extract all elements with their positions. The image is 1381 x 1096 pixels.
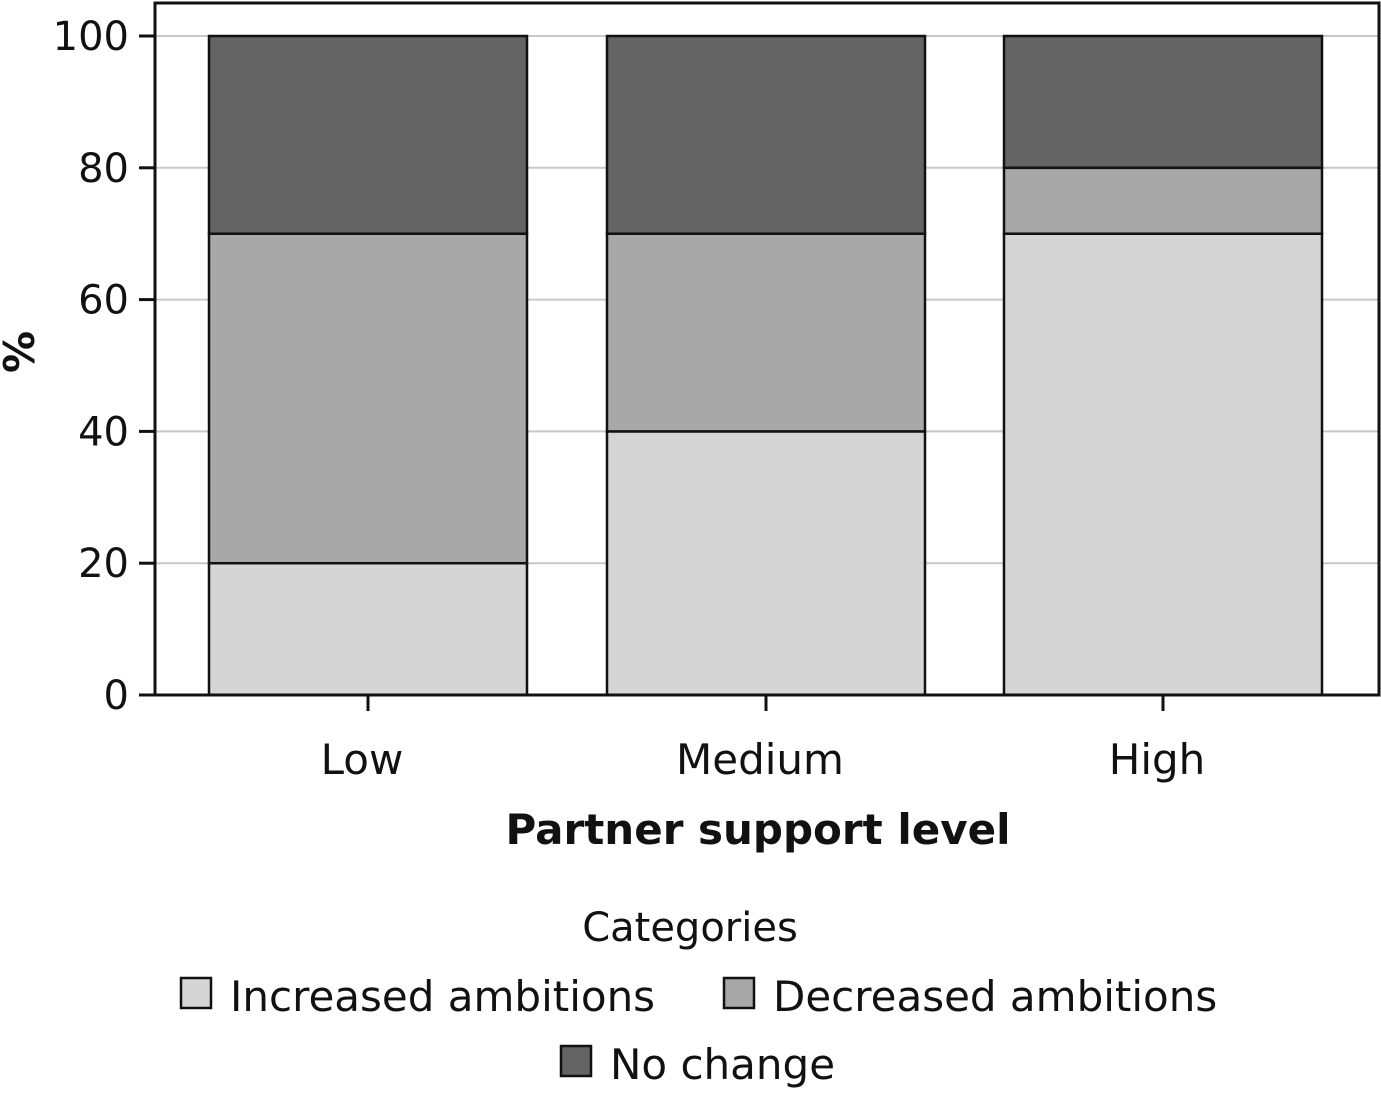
bar-high-increased-ambitions [1002, 232, 1324, 697]
bar-low-no-change [207, 34, 529, 235]
bar-medium-increased-ambitions [605, 430, 927, 697]
bar-medium-decreased-ambitions [605, 232, 927, 433]
bar-medium-no-change [605, 34, 927, 235]
y-tick-label-20: 20 [78, 541, 129, 587]
bar-high-decreased-ambitions [1002, 166, 1324, 235]
legend-swatch-no-change [559, 1044, 593, 1078]
y-tick-label-100: 100 [53, 14, 129, 60]
y-tick-label-40: 40 [78, 409, 129, 455]
x-axis-title: Partner support level [506, 805, 1011, 854]
bar-low-increased-ambitions [207, 561, 529, 697]
bars [207, 34, 1324, 697]
y-tick-label-60: 60 [78, 278, 129, 324]
axes [139, 1, 1381, 711]
legend: Categories Increased ambitions Decreased a… [179, 905, 1217, 1089]
x-tick-label-low: Low [321, 735, 404, 784]
legend-swatch-decreased-ambitions [722, 976, 756, 1010]
y-tick-label-0: 0 [104, 673, 129, 719]
x-tick-label-high: High [1109, 735, 1206, 784]
legend-label-decreased-ambitions: Decreased ambitions [773, 972, 1217, 1021]
y-tick-label-80: 80 [78, 146, 129, 192]
axis-labels: 0 20 40 60 80 100 Low Medium High Partner support… [0, 14, 1205, 854]
bar-low-decreased-ambitions [207, 232, 529, 565]
bar-high-no-change [1002, 34, 1324, 170]
legend-label-increased-ambitions: Increased ambitions [230, 972, 655, 1021]
legend-label-no-change: No change [610, 1040, 835, 1089]
x-tick-label-medium: Medium [676, 735, 844, 784]
legend-title: Categories [582, 905, 798, 951]
legend-swatch-increased-ambitions [179, 976, 213, 1010]
y-axis-title: % [0, 331, 44, 373]
